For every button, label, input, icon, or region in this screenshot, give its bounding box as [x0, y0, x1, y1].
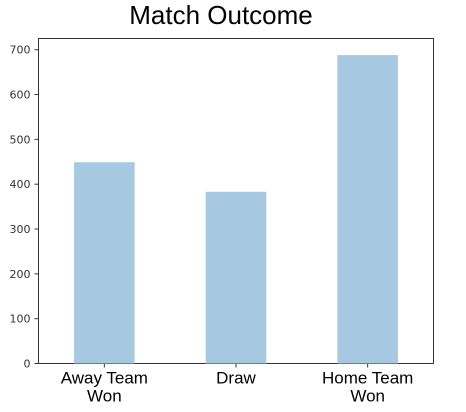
y-tick-label: 700	[10, 44, 31, 57]
y-tick-label: 200	[10, 268, 31, 281]
y-tick-label: 100	[10, 313, 31, 326]
bars	[74, 55, 398, 364]
x-tick-label: Draw	[216, 369, 256, 388]
y-tick-label: 400	[10, 178, 31, 191]
y-tick-label: 600	[10, 89, 31, 102]
y-tick-label: 300	[10, 223, 31, 236]
bar-draw	[205, 191, 267, 364]
bar-away-team-won	[74, 162, 135, 364]
x-tick-label: Won	[350, 387, 385, 406]
y-tick-label: 500	[10, 133, 31, 146]
bar-home-team-won	[337, 55, 398, 364]
x-tick-label: Won	[87, 387, 122, 406]
x-tick-label: Away Team	[61, 369, 148, 388]
y-tick-label: 0	[24, 358, 31, 371]
chart-title: Match Outcome	[129, 0, 313, 30]
y-axis: 0 100 200 300 400 500 600 700	[10, 44, 39, 371]
x-tick-label: Home Team	[322, 369, 413, 388]
